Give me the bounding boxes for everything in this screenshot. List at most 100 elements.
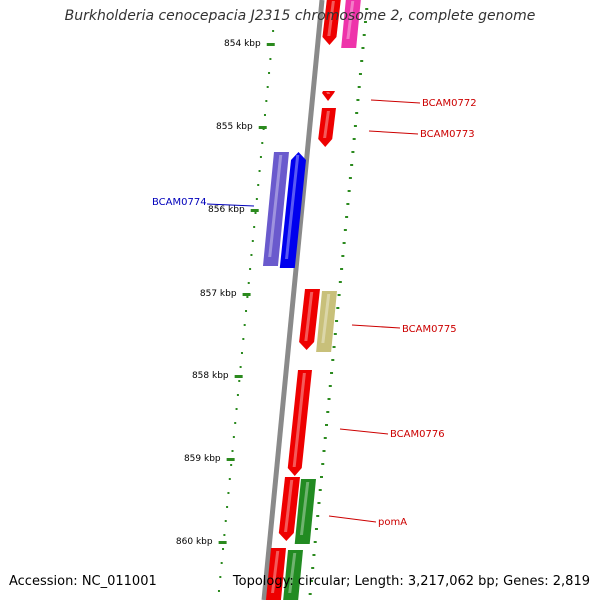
tick-label: 854 kbp [224,39,261,49]
tick-label: 858 kbp [192,371,229,381]
gene-feature[interactable] [265,548,286,600]
tick-dot [234,422,237,424]
gene-feature[interactable] [322,0,341,45]
outer-dot [340,268,344,270]
tick-mark [250,209,259,212]
tick-dot [250,254,253,256]
gene-highlight [285,155,300,259]
tick-dot [266,86,269,88]
tick-dot [242,338,245,340]
outer-dot [319,476,323,478]
tick-dot [224,520,227,522]
tick-dot [247,282,250,284]
tick-dot [236,394,239,396]
outer-dot [362,34,366,36]
outer-dot [337,294,341,296]
outer-dot [309,580,313,582]
tick-dot [272,30,275,32]
tick-dot [231,450,234,452]
tick-dot [227,492,230,494]
tick-dot [226,506,229,508]
gene-feature[interactable] [283,550,303,600]
tick-dot [249,268,252,270]
gene-feature[interactable] [341,0,361,48]
outer-dot [336,307,340,309]
gene-label[interactable]: pomA [378,517,407,528]
tick-label: 857 kbp [200,289,237,299]
outer-dot [316,515,320,517]
label-leader-line [370,99,421,104]
tick-dot [259,156,262,158]
gene-label[interactable]: BCAM0776 [390,429,445,440]
tick-dot [220,562,223,564]
gene-feature[interactable] [316,291,337,352]
tick-dot [261,142,264,144]
tick-dot [246,296,249,298]
outer-dot [343,229,347,231]
tick-mark [218,541,227,544]
tick-dot [230,464,233,466]
label-leader-line [368,130,419,135]
genome-backbone [261,0,325,600]
gene-highlight [284,480,294,532]
outer-dot [313,541,317,543]
tick-dot [255,198,258,200]
gene-highlight [304,292,314,341]
gene-highlight [346,1,355,39]
tick-dot [232,436,235,438]
outer-dot [348,177,352,179]
label-leader-line [339,428,389,435]
tick-label: 855 kbp [216,122,253,132]
gene-highlight [292,373,306,467]
outer-dot [357,86,361,88]
outer-dot [327,398,331,400]
gene-feature[interactable] [294,479,316,544]
tick-label: 860 kbp [176,537,213,547]
outer-dot [365,8,369,10]
outer-dot [318,489,322,491]
outer-dot [346,203,350,205]
tick-dot [265,100,268,102]
tick-dot [257,184,260,186]
map-title: Burkholderia cenocepacia J2315 chromosom… [64,8,536,24]
gene-feature[interactable] [278,477,300,541]
tick-dot [243,324,246,326]
outer-dot [350,164,354,166]
gene-label[interactable]: BCAM0775 [402,324,457,335]
outer-dot [363,21,367,23]
outer-dot [345,216,349,218]
gene-label[interactable]: BCAM0774 [152,197,207,208]
tick-dot [223,534,226,536]
tick-dot [251,240,254,242]
outer-dot [338,281,342,283]
gene-feature[interactable] [262,152,289,266]
gene-feature[interactable] [318,108,336,147]
tick-dot [268,72,271,74]
outer-dot [360,60,364,62]
tick-dot [263,114,266,116]
outer-dot [347,190,351,192]
outer-dot [333,333,337,335]
outer-dot [356,99,360,101]
tick-dot [269,58,272,60]
tick-label: 856 kbp [208,205,245,215]
tick-dot [219,576,222,578]
gene-feature[interactable] [287,370,312,476]
tick-dot [240,352,243,354]
gene-feature[interactable] [299,289,320,350]
tick-label: 859 kbp [184,454,221,464]
gene-highlight [299,482,310,535]
tick-dot [222,548,225,550]
outer-dot [352,138,356,140]
tick-dot [217,590,220,592]
outer-dot [331,359,335,361]
tick-mark [258,126,267,129]
gene-feature[interactable] [322,91,335,101]
outer-dot [311,567,315,569]
outer-dot [317,502,321,504]
gene-label[interactable]: BCAM0773 [420,129,475,140]
gene-label[interactable]: BCAM0772 [422,98,477,109]
tick-mark [226,458,235,461]
gene-feature[interactable] [279,152,306,268]
gene-highlight [326,92,331,94]
